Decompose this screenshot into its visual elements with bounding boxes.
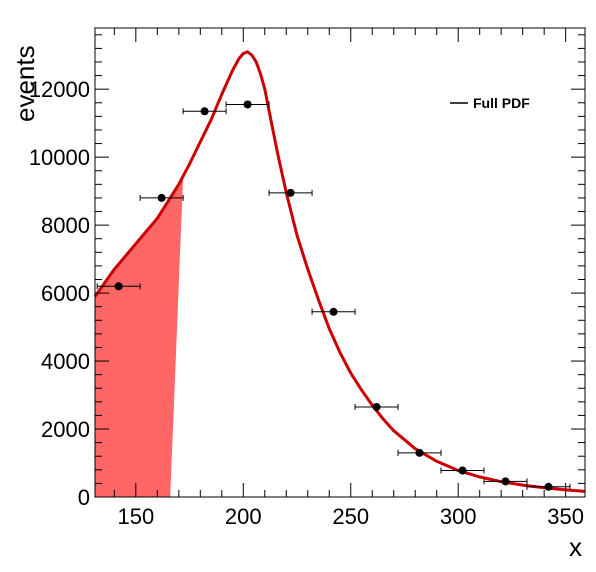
x-tick-label: 350 [547,504,584,529]
data-point-marker [157,193,166,202]
data-point-marker [329,307,338,316]
x-tick-label: 150 [117,504,154,529]
legend: Full PDF [450,95,530,111]
tick-label-layer: 150 200 250 300 350 0 2000 4000 6000 8000 10000 120… [29,77,584,529]
data-point-6 [311,307,356,316]
data-point-3 [182,107,227,116]
x-tick-label: 250 [332,504,369,529]
y-tick-label: 2000 [41,417,90,442]
shaded-region [95,177,184,497]
data-point-7 [354,402,399,411]
data-point-marker [372,402,381,411]
data-point-5 [268,188,313,197]
data-point-marker [114,282,123,291]
y-tick-label: 4000 [41,349,90,374]
shaded-region-layer [95,177,184,497]
y-tick-label: 8000 [41,213,90,238]
full-pdf-curve [93,50,586,493]
x-tick-label: 300 [440,504,477,529]
y-tick-label: 0 [78,485,90,510]
data-point-marker [501,477,510,486]
x-axis-title: x [569,532,582,562]
data-point-4 [225,100,270,109]
data-points-layer [96,100,571,491]
data-point-1 [96,282,141,291]
y-tick-label: 12000 [29,77,90,102]
axes-layer [94,27,586,498]
data-point-marker [200,107,209,116]
data-point-11 [526,482,571,491]
x-tick-label: 200 [225,504,262,529]
data-point-2 [139,193,184,202]
data-point-marker [544,482,553,491]
y-axis-title: events [10,45,40,122]
data-point-9 [440,466,485,475]
legend-label-full-pdf: Full PDF [473,95,530,111]
data-point-marker [243,100,252,109]
data-point-marker [415,448,424,457]
y-tick-label: 6000 [41,281,90,306]
curve-layer [93,50,586,493]
data-point-10 [483,477,528,486]
data-point-8 [397,448,442,457]
data-point-marker [286,188,295,197]
plot-frame [94,27,586,498]
y-tick-label: 10000 [29,145,90,170]
data-point-marker [458,466,467,475]
